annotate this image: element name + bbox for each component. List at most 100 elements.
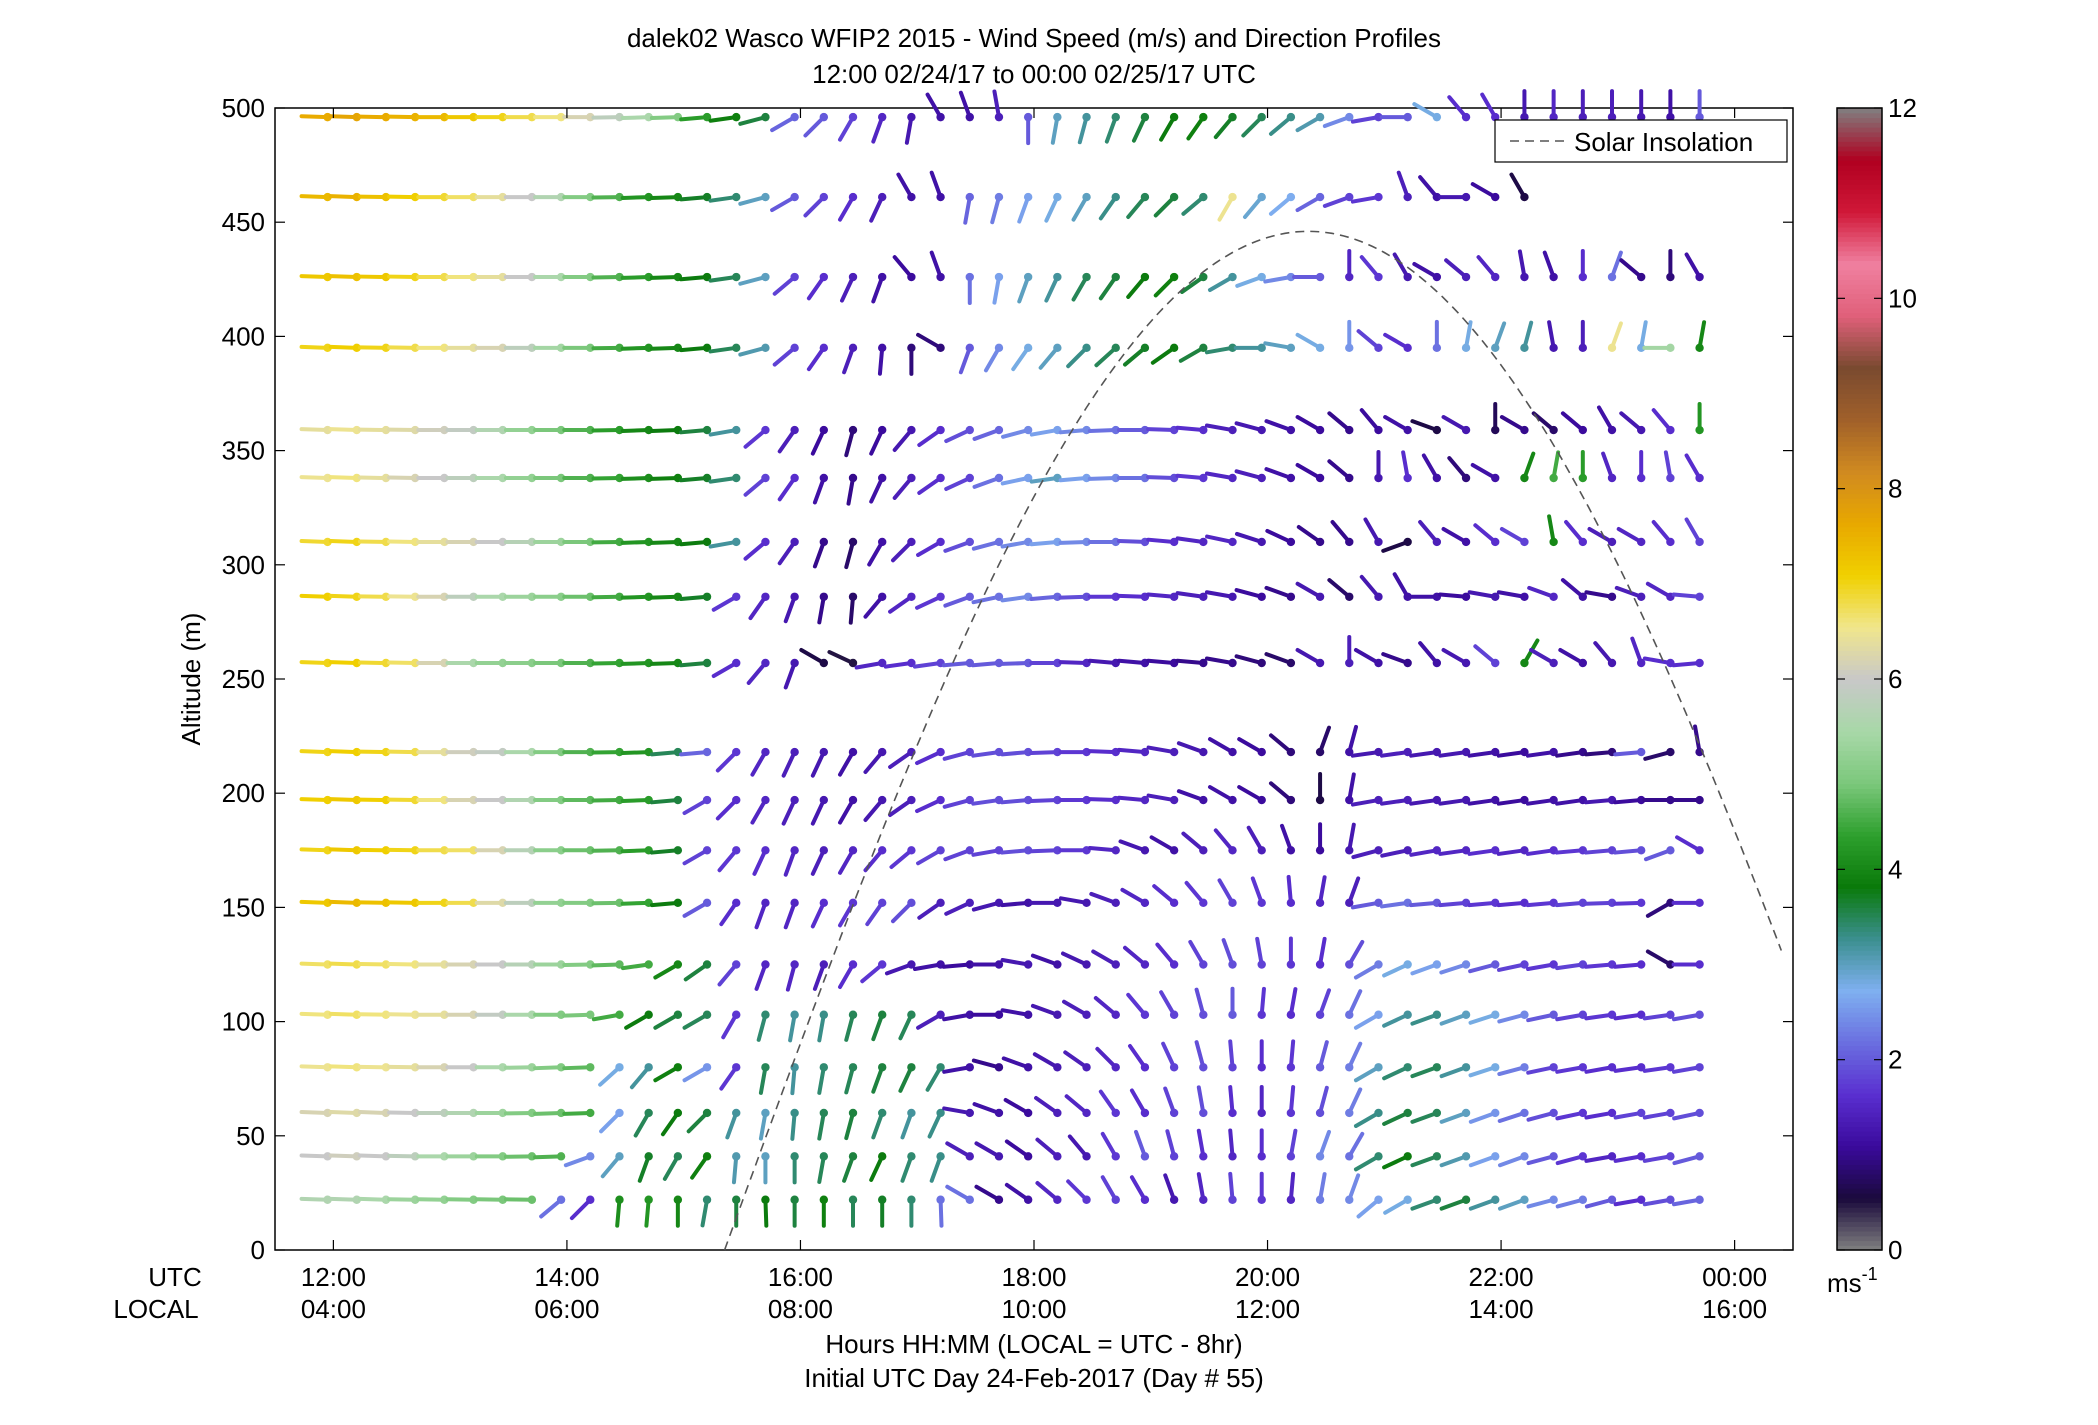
wind-barb-dot xyxy=(702,960,712,969)
wind-barb-staff xyxy=(679,428,710,435)
wind-barb-dot xyxy=(1053,192,1062,202)
wind-barb-staff xyxy=(1146,592,1177,599)
wind-barb-dot xyxy=(732,192,741,202)
wind-barb-staff xyxy=(1259,986,1266,1017)
wind-barb-staff xyxy=(1555,1012,1585,1022)
wind-barb-staff xyxy=(562,1110,593,1116)
wind-barb-dot xyxy=(1520,658,1529,668)
wind-barb-staff xyxy=(1004,1182,1031,1202)
wind-barb-staff xyxy=(1327,578,1352,599)
colorbar-cell xyxy=(1837,493,1882,499)
wind-barb-staff xyxy=(1205,534,1235,544)
colorbar-cell xyxy=(1837,1216,1882,1223)
wind-barb-staff xyxy=(725,1110,739,1140)
wind-barb-dot xyxy=(1228,795,1237,805)
wind-barb-staff xyxy=(1555,750,1585,758)
wind-barb-staff xyxy=(1529,648,1556,666)
wind-barb-staff xyxy=(1234,469,1264,481)
wind-barb-staff xyxy=(1146,427,1177,433)
wind-barb-dot xyxy=(1432,1108,1442,1118)
wind-barb-dot xyxy=(527,898,537,908)
wind-barb-staff xyxy=(888,798,914,817)
wind-barb-dot xyxy=(1520,1152,1529,1161)
wind-barb-dot xyxy=(410,592,420,601)
wind-barb-staff xyxy=(1126,992,1147,1017)
colorbar-cell xyxy=(1837,731,1882,737)
wind-barb-staff xyxy=(1000,594,1031,603)
wind-barb-dot xyxy=(1111,1152,1120,1161)
colorbar-cell xyxy=(1837,797,1882,804)
wind-barb-dot xyxy=(440,846,449,855)
wind-barb-dot xyxy=(586,1010,595,1019)
x-tick-label-utc: 14:00 xyxy=(534,1262,599,1292)
wind-barb-dot xyxy=(1695,1108,1704,1118)
colorbar-cell xyxy=(1837,812,1882,818)
wind-barb-dot xyxy=(878,473,887,483)
wind-barb-staff xyxy=(708,345,739,354)
wind-barb-dot xyxy=(1169,272,1179,282)
wind-barb-dot xyxy=(761,1063,770,1072)
colorbar-cell xyxy=(1837,545,1882,552)
wind-barb-staff xyxy=(1234,588,1264,599)
wind-barb-dot xyxy=(819,898,829,908)
wind-barb-dot xyxy=(1666,846,1675,855)
wind-barb-staff xyxy=(1176,789,1206,803)
wind-barb-dot xyxy=(1520,960,1529,969)
wind-barb-staff xyxy=(328,539,359,544)
wind-barb-staff xyxy=(1613,1154,1644,1163)
wind-barb-dot xyxy=(1374,343,1383,353)
wind-barb-dot xyxy=(965,425,974,435)
wind-barb-dot xyxy=(1199,1195,1208,1204)
wind-barb-staff xyxy=(917,476,943,495)
wind-barb-staff xyxy=(1496,750,1527,758)
colorbar-cell xyxy=(1837,212,1882,219)
colorbar-cell xyxy=(1837,1102,1882,1108)
wind-barb-dot xyxy=(702,112,712,122)
wind-barb-staff xyxy=(708,195,739,203)
wind-barb-staff xyxy=(929,250,943,280)
wind-barb-dot xyxy=(848,898,858,908)
colorbar-cell xyxy=(1837,160,1882,166)
wind-barb-staff xyxy=(783,661,797,690)
wind-barb-dot xyxy=(1023,960,1033,969)
colorbar-cell xyxy=(1837,326,1882,333)
colorbar-cell xyxy=(1837,1040,1882,1046)
wind-barb-dot xyxy=(498,473,507,483)
wind-barb-staff xyxy=(891,539,914,563)
x-tick-label-local: 08:00 xyxy=(768,1294,833,1324)
wind-barb-staff xyxy=(942,1065,972,1074)
colorbar-cell xyxy=(1837,726,1882,732)
wind-barb-staff xyxy=(328,427,359,433)
wind-barb-dot xyxy=(848,960,858,969)
colorbar-cell xyxy=(1837,260,1882,266)
wind-barb-staff xyxy=(1146,475,1177,481)
wind-barb-staff xyxy=(1497,1110,1527,1123)
wind-barb-dot xyxy=(1345,272,1354,282)
colorbar-cell xyxy=(1837,1007,1882,1013)
wind-barb-staff xyxy=(1444,258,1469,280)
wind-barb-staff xyxy=(328,194,359,200)
colorbar-cell xyxy=(1837,393,1882,399)
wind-barb-staff xyxy=(1619,411,1644,433)
y-tick-label: 450 xyxy=(222,207,265,237)
wind-barb-dot xyxy=(790,795,799,805)
wind-barb-dot xyxy=(1315,537,1325,547)
wind-barb-staff xyxy=(750,798,768,825)
wind-barb-dot xyxy=(936,473,945,483)
wind-barb-staff xyxy=(1146,745,1177,755)
wind-barb-dot xyxy=(410,192,420,202)
wind-barb-dot xyxy=(1549,473,1558,483)
wind-barb-staff xyxy=(299,1064,330,1070)
wind-barb-dot xyxy=(848,425,858,435)
wind-barb-dot xyxy=(1228,846,1237,855)
colorbar-cell xyxy=(1837,512,1882,518)
wind-barb-dot xyxy=(1053,960,1062,969)
colorbar-cell xyxy=(1837,388,1882,395)
wind-barb-staff xyxy=(1000,476,1031,486)
wind-barb-staff xyxy=(1410,419,1439,433)
wind-barb-staff xyxy=(1318,725,1331,755)
wind-barb-dot xyxy=(673,1152,683,1161)
colorbar-cell xyxy=(1837,369,1882,376)
wind-barb-dot xyxy=(1549,537,1558,547)
wind-barb-dot xyxy=(965,272,974,282)
